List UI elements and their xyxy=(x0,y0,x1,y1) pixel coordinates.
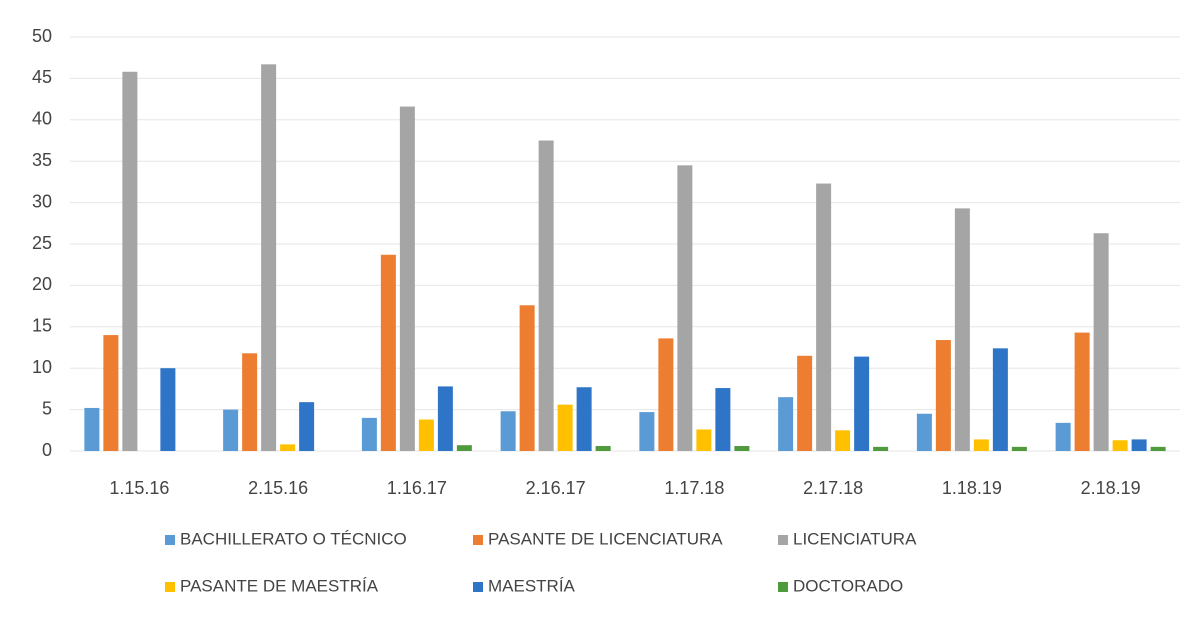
y-tick-label: 35 xyxy=(32,150,52,170)
bar xyxy=(778,397,794,451)
bar xyxy=(538,140,554,451)
y-tick-label: 25 xyxy=(32,233,52,253)
bar xyxy=(816,183,832,451)
bar xyxy=(1055,422,1071,451)
bar xyxy=(519,305,535,451)
bar xyxy=(696,429,712,451)
x-tick-label: 1.15.16 xyxy=(109,478,169,498)
legend-label: MAESTRÍA xyxy=(488,576,576,595)
bar xyxy=(954,208,970,451)
bar xyxy=(160,368,176,451)
legend-swatch xyxy=(165,535,175,545)
bar xyxy=(715,388,731,451)
x-tick-label: 1.17.18 xyxy=(664,478,724,498)
bar xyxy=(399,106,415,451)
y-tick-label: 45 xyxy=(32,67,52,87)
y-tick-label: 30 xyxy=(32,191,52,211)
x-tick-label: 2.17.18 xyxy=(803,478,863,498)
bar xyxy=(361,417,377,451)
legend-label: PASANTE DE LICENCIATURA xyxy=(488,529,723,548)
bar xyxy=(973,439,989,451)
legend-label: LICENCIATURA xyxy=(793,529,917,548)
x-tick-label: 1.16.17 xyxy=(387,478,447,498)
bar xyxy=(935,340,951,451)
legend-label: PASANTE DE MAESTRÍA xyxy=(180,576,379,595)
bar xyxy=(223,409,239,451)
y-tick-label: 20 xyxy=(32,274,52,294)
bar xyxy=(242,353,258,451)
x-tick-label: 2.15.16 xyxy=(248,478,308,498)
bar xyxy=(299,402,315,451)
bar xyxy=(1112,440,1128,451)
y-tick-label: 15 xyxy=(32,316,52,336)
bar xyxy=(916,413,932,451)
bar xyxy=(557,404,573,451)
y-tick-label: 0 xyxy=(42,440,52,460)
bar xyxy=(595,446,611,451)
bar xyxy=(797,355,813,451)
legend-label: DOCTORADO xyxy=(793,576,903,595)
bar xyxy=(437,386,453,451)
legend-label: BACHILLERATO O TÉCNICO xyxy=(180,529,407,548)
bar xyxy=(677,165,693,451)
bar xyxy=(380,254,396,451)
bar xyxy=(639,412,655,451)
bar xyxy=(418,419,434,451)
x-tick-label: 2.16.17 xyxy=(526,478,586,498)
bar xyxy=(1074,332,1090,451)
x-tick-label: 2.18.19 xyxy=(1081,478,1141,498)
legend-swatch xyxy=(473,582,483,592)
bar xyxy=(84,407,100,451)
x-tick-label: 1.18.19 xyxy=(942,478,1002,498)
y-tick-label: 5 xyxy=(42,398,52,418)
y-tick-label: 10 xyxy=(32,357,52,377)
bar xyxy=(1011,446,1027,451)
bar xyxy=(873,446,889,451)
legend-swatch xyxy=(778,535,788,545)
bar xyxy=(122,71,138,451)
bar xyxy=(854,356,870,451)
bar xyxy=(500,411,516,451)
legend-swatch xyxy=(778,582,788,592)
bar xyxy=(658,338,674,451)
bar xyxy=(280,444,296,451)
y-tick-label: 40 xyxy=(32,109,52,129)
bar xyxy=(261,64,277,451)
legend-swatch xyxy=(473,535,483,545)
bar xyxy=(992,348,1008,451)
y-tick-label: 50 xyxy=(32,26,52,46)
bar xyxy=(1093,233,1109,451)
legend-swatch xyxy=(165,582,175,592)
bar xyxy=(1131,439,1147,451)
bar xyxy=(576,387,592,451)
bar xyxy=(103,335,119,451)
bar xyxy=(835,430,851,451)
bar xyxy=(1150,446,1166,451)
bar xyxy=(456,445,472,451)
bar xyxy=(734,446,750,451)
